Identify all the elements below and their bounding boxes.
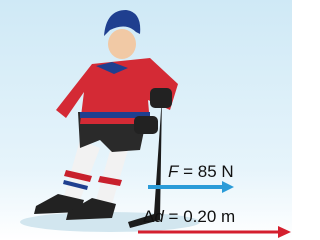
glove [150,88,172,108]
delta-symbol: Δ [143,207,154,226]
face [108,29,136,59]
displacement-label: Δd = 0.20 m [143,207,235,226]
displacement-value: = 0.20 m [164,207,235,226]
force-label: F = 85 N [168,162,234,181]
glove [134,116,158,134]
page: F = 85 N Δd = 0.20 m (() => { const data… [0,0,292,240]
force-value: = 85 N [178,162,233,181]
illustration: F = 85 N Δd = 0.20 m [0,0,292,240]
